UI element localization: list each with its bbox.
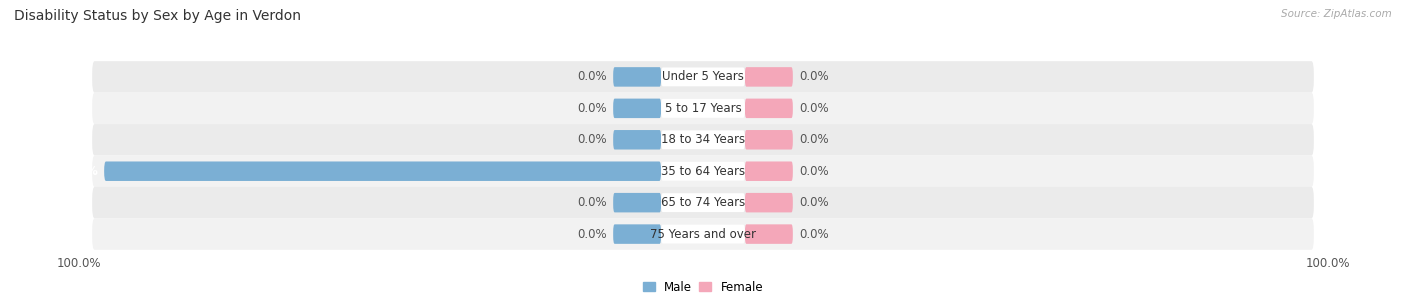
FancyBboxPatch shape [613, 224, 661, 244]
FancyBboxPatch shape [745, 67, 793, 87]
Text: Disability Status by Sex by Age in Verdon: Disability Status by Sex by Age in Verdo… [14, 9, 301, 23]
Text: 0.0%: 0.0% [578, 102, 607, 115]
FancyBboxPatch shape [745, 130, 793, 149]
Text: 0.0%: 0.0% [799, 196, 828, 209]
FancyBboxPatch shape [661, 225, 745, 243]
Legend: Male, Female: Male, Female [638, 276, 768, 298]
FancyBboxPatch shape [93, 156, 1313, 187]
Text: 0.0%: 0.0% [799, 165, 828, 178]
FancyBboxPatch shape [745, 99, 793, 118]
FancyBboxPatch shape [745, 161, 793, 181]
FancyBboxPatch shape [745, 193, 793, 212]
FancyBboxPatch shape [661, 130, 745, 149]
FancyBboxPatch shape [613, 130, 661, 149]
Text: 0.0%: 0.0% [578, 196, 607, 209]
Text: 100.0%: 100.0% [56, 257, 101, 270]
FancyBboxPatch shape [661, 99, 745, 118]
Text: 100.0%: 100.0% [1305, 257, 1350, 270]
FancyBboxPatch shape [661, 193, 745, 212]
FancyBboxPatch shape [93, 187, 1313, 218]
Text: 75 Years and over: 75 Years and over [650, 228, 756, 241]
FancyBboxPatch shape [93, 61, 1313, 93]
Text: 0.0%: 0.0% [578, 133, 607, 146]
Text: 18 to 34 Years: 18 to 34 Years [661, 133, 745, 146]
Text: 35 to 64 Years: 35 to 64 Years [661, 165, 745, 178]
FancyBboxPatch shape [613, 67, 661, 87]
FancyBboxPatch shape [661, 67, 745, 86]
Text: 0.0%: 0.0% [799, 102, 828, 115]
Text: 5 to 17 Years: 5 to 17 Years [665, 102, 741, 115]
FancyBboxPatch shape [104, 161, 661, 181]
Text: 0.0%: 0.0% [799, 228, 828, 241]
FancyBboxPatch shape [93, 124, 1313, 156]
FancyBboxPatch shape [661, 162, 745, 181]
Text: Under 5 Years: Under 5 Years [662, 70, 744, 83]
Text: 0.0%: 0.0% [578, 228, 607, 241]
FancyBboxPatch shape [93, 218, 1313, 250]
FancyBboxPatch shape [93, 93, 1313, 124]
Text: Source: ZipAtlas.com: Source: ZipAtlas.com [1281, 9, 1392, 19]
FancyBboxPatch shape [613, 99, 661, 118]
Text: 0.0%: 0.0% [578, 70, 607, 83]
FancyBboxPatch shape [613, 193, 661, 212]
Text: 65 to 74 Years: 65 to 74 Years [661, 196, 745, 209]
Text: 0.0%: 0.0% [799, 70, 828, 83]
Text: 100.0%: 100.0% [49, 165, 98, 178]
FancyBboxPatch shape [745, 224, 793, 244]
Text: 0.0%: 0.0% [799, 133, 828, 146]
